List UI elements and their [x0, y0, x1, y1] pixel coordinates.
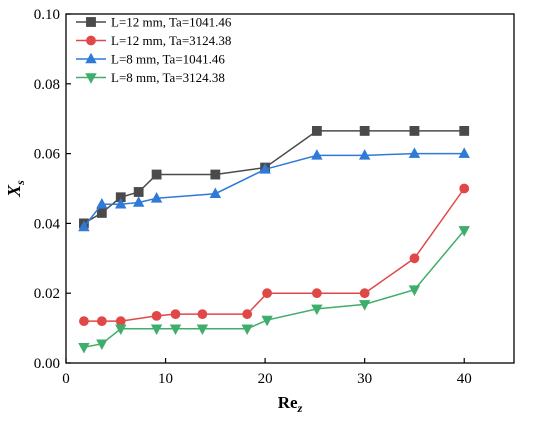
data-point	[96, 208, 107, 218]
x-axis-label-subscript: z	[297, 401, 303, 415]
data-point	[261, 315, 273, 327]
y-tick-label: 0.08	[34, 77, 60, 93]
y-tick-label: 0.02	[34, 286, 60, 302]
legend-item: L=8 mm, Ta=1041.46	[76, 52, 225, 67]
plot-frame	[65, 13, 515, 364]
x-axis-label: Rez	[278, 393, 303, 415]
x-tick-label: 0	[62, 371, 70, 387]
x-axis-label-main: Re	[278, 393, 298, 412]
data-point	[311, 149, 323, 160]
y-axis-label-subscript: s	[13, 180, 27, 186]
legend-marker	[86, 17, 96, 27]
data-point	[115, 324, 127, 336]
data-point	[132, 196, 145, 207]
data-point	[133, 187, 144, 197]
data-point	[408, 147, 421, 158]
data-point	[96, 339, 108, 351]
y-tick-label: 0.10	[34, 7, 60, 23]
tick-layer: 0 10 20 30 40 0.00 0.02 0.04 0.06 0.08 0.10	[34, 7, 472, 387]
legend-item: L=8 mm, Ta=3124.38	[76, 70, 225, 85]
data-point	[358, 149, 371, 160]
legend-label: L=8 mm, Ta=1041.46	[111, 52, 225, 67]
data-point	[458, 226, 470, 237]
data-point	[196, 324, 209, 336]
data-point	[150, 324, 163, 336]
x-tick-label: 40	[457, 371, 472, 387]
data-point	[358, 300, 371, 311]
series-layer	[78, 126, 470, 354]
data-point	[79, 316, 89, 327]
data-point	[209, 187, 222, 199]
legend-label: L=12 mm, Ta=1041.46	[111, 15, 232, 30]
axes	[65, 13, 515, 364]
y-axis-label: Xs	[4, 180, 27, 198]
x-tick-label: 10	[158, 371, 173, 387]
series-2	[79, 183, 470, 327]
series-line	[83, 229, 465, 349]
data-point	[78, 342, 90, 354]
data-point	[78, 220, 90, 232]
data-point	[170, 309, 181, 320]
x-tick-label: 30	[357, 371, 372, 387]
data-point	[210, 169, 221, 180]
series-3	[78, 147, 470, 232]
legend-marker	[85, 52, 97, 64]
data-point	[459, 183, 470, 194]
legend-marker	[86, 35, 96, 46]
data-point	[359, 288, 370, 299]
data-point	[259, 163, 271, 174]
legend-label: L=12 mm, Ta=3124.38	[111, 33, 231, 48]
data-point	[311, 304, 323, 316]
series-line	[83, 130, 465, 225]
data-point	[115, 316, 126, 327]
data-point	[169, 324, 182, 336]
data-point	[408, 285, 421, 296]
data-point	[150, 192, 163, 203]
data-point	[311, 288, 322, 299]
data-point	[241, 324, 253, 336]
data-point	[409, 253, 420, 264]
data-point	[96, 197, 108, 209]
data-point	[96, 316, 107, 327]
legend-marker	[85, 73, 97, 84]
data-point	[115, 197, 127, 209]
data-point	[262, 288, 273, 299]
legend: L=12 mm, Ta=1041.46 L=12 mm, Ta=3124.38 L=…	[76, 15, 232, 85]
y-axis-label-main: X	[4, 184, 24, 198]
x-tick-label: 20	[258, 371, 273, 387]
series-1	[79, 126, 470, 229]
series-line	[83, 188, 465, 322]
data-point	[311, 126, 322, 136]
data-point	[151, 169, 162, 180]
y-tick-label: 0.06	[34, 147, 61, 163]
y-tick-label: 0.00	[34, 356, 60, 372]
data-point	[458, 147, 470, 158]
data-point	[409, 126, 420, 136]
data-point	[197, 309, 208, 320]
legend-item: L=12 mm, Ta=1041.46	[76, 15, 232, 30]
data-point	[242, 309, 253, 320]
legend-label: L=8 mm, Ta=3124.38	[111, 70, 225, 85]
legend-item: L=12 mm, Ta=3124.38	[76, 33, 231, 48]
y-tick-label: 0.04	[34, 216, 61, 232]
data-point	[151, 310, 162, 321]
data-point	[359, 126, 370, 136]
series-4	[78, 226, 470, 354]
data-point	[459, 126, 470, 136]
